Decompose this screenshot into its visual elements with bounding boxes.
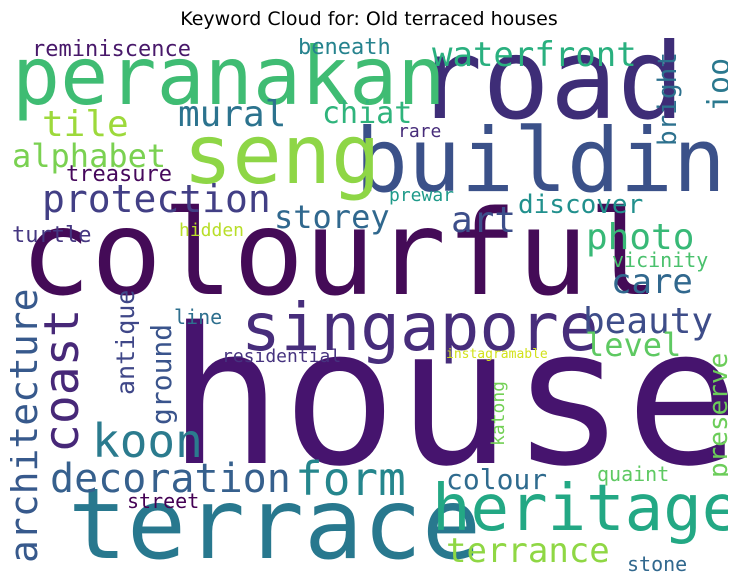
word-beneath: beneath (298, 38, 391, 60)
word-heritage: heritage (432, 472, 728, 546)
word-singapore: singapore (241, 289, 599, 366)
word-residential: residential (222, 346, 341, 367)
word-care: care (611, 262, 693, 302)
word-bright: bright (653, 52, 683, 146)
word-photo: photo (586, 217, 694, 258)
word-level: level (585, 326, 681, 364)
chart-title: Keyword Cloud for: Old terraced houses (180, 8, 558, 30)
word-koon: koon (92, 414, 203, 468)
word-terrance: terrance (446, 531, 610, 571)
word-hidden: hidden (179, 220, 244, 241)
word-turtle: turtle (12, 223, 91, 248)
word-terrace: terrace (68, 468, 481, 578)
word-alphabet: alphabet (12, 137, 166, 175)
word-preserve: preserve (704, 353, 728, 478)
word-reminiscence: reminiscence (32, 38, 191, 62)
word-quaint: quaint (597, 462, 669, 486)
word-road: road (415, 38, 685, 145)
word-building: building (355, 109, 728, 212)
word-rare: rare (398, 121, 441, 142)
word-discover: discover (518, 190, 643, 220)
word-street: street (127, 489, 199, 513)
word-decoration: decoration (50, 456, 291, 502)
word-storey: storey (274, 198, 390, 236)
word-prewar: prewar (389, 185, 454, 206)
word-form: form (295, 452, 406, 506)
word-instagramable: instagramable (446, 347, 548, 362)
word-stone: stone (627, 552, 687, 576)
word-colour: colour (446, 463, 547, 496)
word-waterfront: waterfront (432, 38, 637, 75)
word-ground: ground (145, 324, 178, 425)
word-antique: antique (111, 290, 140, 395)
word-architecture: architecture (10, 288, 46, 563)
word-art: art (451, 200, 516, 241)
word-house: house (168, 287, 728, 508)
word-treasure: treasure (66, 162, 172, 187)
word-tile: tile (42, 104, 129, 145)
word-vicinity: vicinity (612, 248, 708, 272)
word-katong: katong (488, 381, 509, 446)
word-joo: joo (702, 58, 728, 112)
word-protection: protection (42, 177, 271, 221)
word-coast: coast (34, 309, 90, 454)
word-chiat: chiat (322, 96, 412, 131)
word-peranakan: peranakan (12, 38, 445, 123)
word-beauty: beauty (583, 301, 713, 342)
word-seng: seng (183, 108, 380, 203)
word-mural: mural (178, 94, 286, 135)
word-colourful: colourful (20, 184, 659, 322)
word-line: line (174, 305, 222, 329)
